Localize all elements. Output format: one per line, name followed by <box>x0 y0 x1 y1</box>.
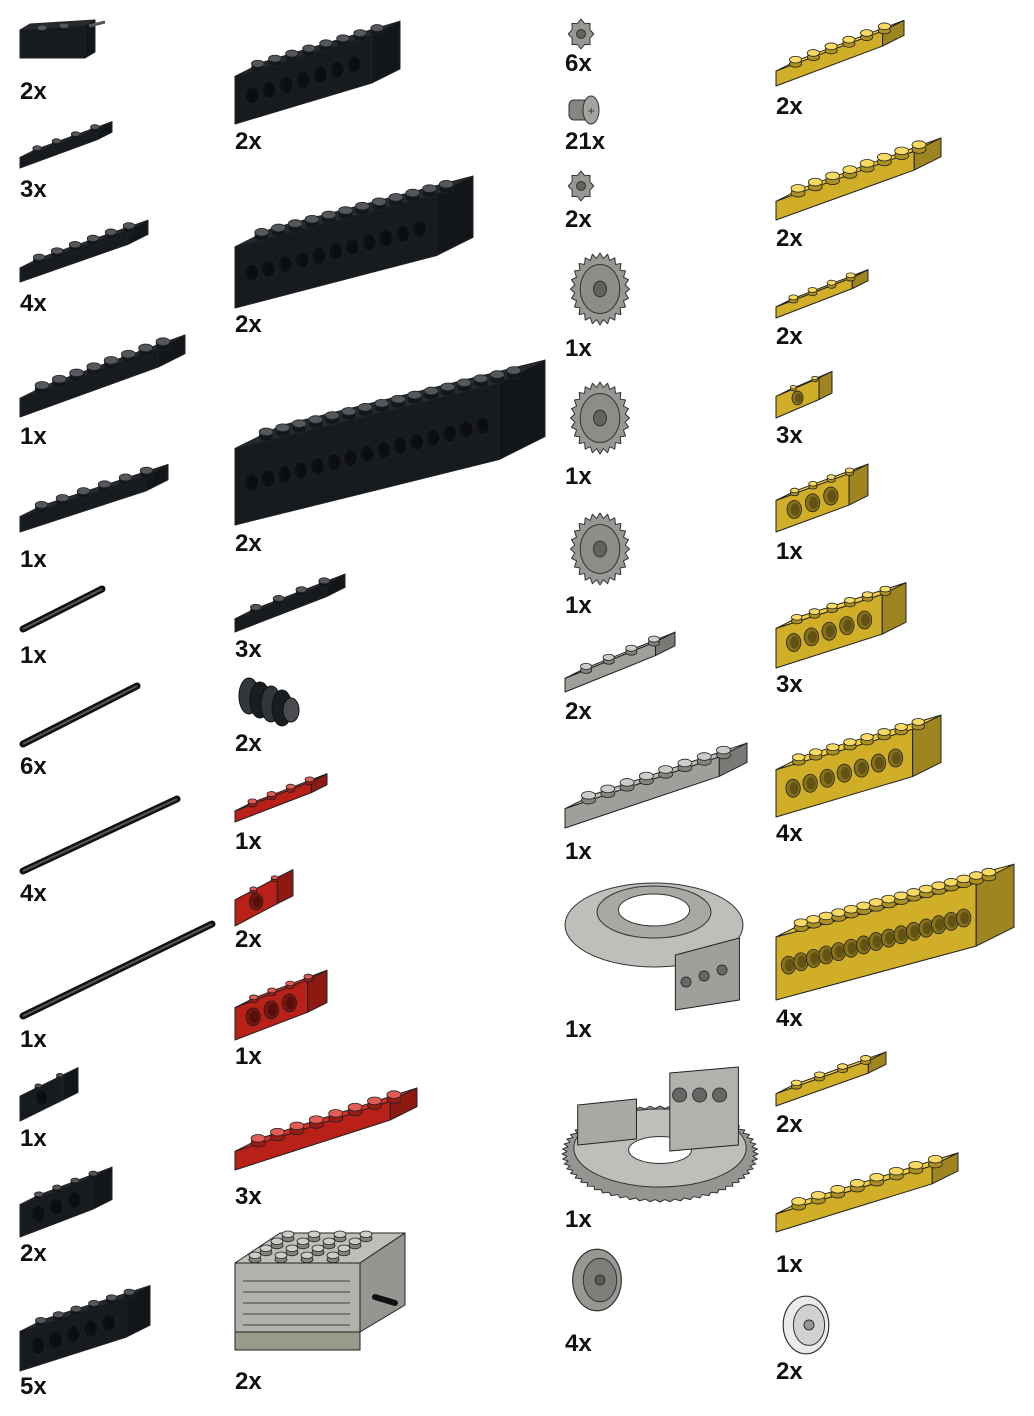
part-quantity: 2x <box>235 128 262 155</box>
part-quantity: 1x <box>565 335 592 362</box>
yellow-technic-brick-1x4-icon <box>775 463 869 533</box>
part-quantity: 1x <box>20 546 47 573</box>
part-quantity: 3x <box>776 671 803 698</box>
part-quantity: 3x <box>20 176 47 203</box>
gray-plate-2x4-icon <box>564 631 676 693</box>
black-technic-brick-1x12-icon <box>234 175 474 309</box>
part-quantity: 1x <box>565 1206 592 1233</box>
red-technic-brick-1x4-icon <box>234 969 328 1041</box>
part-quantity: 5x <box>20 1373 47 1400</box>
part-quantity: 2x <box>235 730 262 757</box>
black-plate-1x6-icon <box>19 219 149 283</box>
gray-plate-2x8-icon <box>564 742 748 829</box>
yellow-plate-2x4-b-icon <box>775 1051 887 1107</box>
part-quantity: 2x <box>20 1240 47 1267</box>
part-quantity: 3x <box>235 1183 262 1210</box>
gray-pulley-icon <box>572 1248 622 1312</box>
part-quantity: 1x <box>776 1251 803 1278</box>
black-technic-brick-1x2-icon <box>19 1067 79 1122</box>
black-plate-2x4-icon <box>234 573 346 633</box>
part-quantity: 4x <box>20 290 47 317</box>
part-quantity: 2x <box>565 698 592 725</box>
svg-text:+: + <box>587 106 595 117</box>
part-quantity: 2x <box>565 206 592 233</box>
part-quantity: 2x <box>235 926 262 953</box>
part-quantity: 1x <box>235 828 262 855</box>
gray-gear-24-c-icon <box>569 512 631 586</box>
yellow-plate-1x8-b-icon <box>775 1152 959 1233</box>
part-quantity: 6x <box>565 50 592 77</box>
red-plate-2x8-icon <box>234 1087 418 1171</box>
part-quantity: 4x <box>776 1005 803 1032</box>
gray-gear-24-a-icon <box>569 252 631 326</box>
part-quantity: 3x <box>235 636 262 663</box>
part-quantity: 21x <box>565 128 606 155</box>
yellow-technic-brick-1x2-icon <box>775 370 833 419</box>
black-worm-gear-icon <box>238 677 300 727</box>
part-quantity: 2x <box>235 311 262 338</box>
part-quantity: 2x <box>20 78 47 105</box>
yellow-technic-brick-1x8-icon <box>775 714 942 818</box>
part-quantity: 3x <box>776 422 803 449</box>
part-quantity: 1x <box>20 1125 47 1152</box>
part-quantity: 2x <box>235 530 262 557</box>
black-plate-1x8-icon <box>19 334 186 418</box>
gray-gear-8-icon <box>567 18 595 50</box>
red-plate-1x4-icon <box>234 773 328 823</box>
part-quantity: 2x <box>776 93 803 120</box>
black-technic-brick-1x8-icon <box>234 20 401 125</box>
part-quantity: 4x <box>20 880 47 907</box>
black-plate-1x4-icon <box>19 121 113 169</box>
part-quantity: 1x <box>565 463 592 490</box>
gray-turntable-top-icon <box>564 882 744 1011</box>
gray-motor-icon <box>234 1230 406 1351</box>
part-quantity: 4x <box>776 820 803 847</box>
part-quantity: 1x <box>565 838 592 865</box>
black-brick-2x2-pin-icon <box>19 19 106 59</box>
part-quantity: 2x <box>776 323 803 350</box>
gray-gear-24-b-icon <box>569 381 631 455</box>
red-technic-brick-1x2-icon <box>234 869 294 927</box>
part-quantity: 2x <box>776 225 803 252</box>
yellow-technic-brick-1x6-icon <box>775 582 907 669</box>
part-quantity: 1x <box>235 1043 262 1070</box>
black-plate-2x6-icon <box>19 463 169 533</box>
yellow-technic-brick-1x16-icon <box>775 863 1015 1001</box>
black-technic-brick-1x4-icon <box>19 1166 113 1238</box>
part-quantity: 6x <box>20 753 47 780</box>
part-quantity: 2x <box>776 1358 803 1385</box>
part-quantity: 1x <box>20 423 47 450</box>
white-pulley-icon <box>782 1295 830 1355</box>
black-technic-brick-1x6-icon <box>19 1285 151 1372</box>
black-technic-brick-1x16-icon <box>234 359 546 526</box>
part-quantity: 1x <box>776 538 803 565</box>
black-axle-4-icon <box>19 585 106 633</box>
yellow-plate-2x4-icon <box>775 269 869 319</box>
part-quantity: 1x <box>20 1026 47 1053</box>
gray-turntable-base-icon <box>561 1066 759 1203</box>
part-quantity: 1x <box>565 592 592 619</box>
part-quantity: 1x <box>565 1016 592 1043</box>
black-axle-10-icon <box>19 920 216 1020</box>
gray-gear-8-alt-icon <box>567 170 595 202</box>
part-quantity: 1x <box>20 642 47 669</box>
yellow-plate-1x6-icon <box>775 19 905 87</box>
black-axle-8-icon <box>19 795 181 875</box>
black-axle-6-icon <box>19 682 141 748</box>
part-quantity: 2x <box>235 1368 262 1395</box>
part-quantity: 2x <box>776 1111 803 1138</box>
gray-bush-icon: + <box>568 95 600 125</box>
yellow-plate-1x8-icon <box>775 137 942 221</box>
part-quantity: 4x <box>565 1330 592 1357</box>
